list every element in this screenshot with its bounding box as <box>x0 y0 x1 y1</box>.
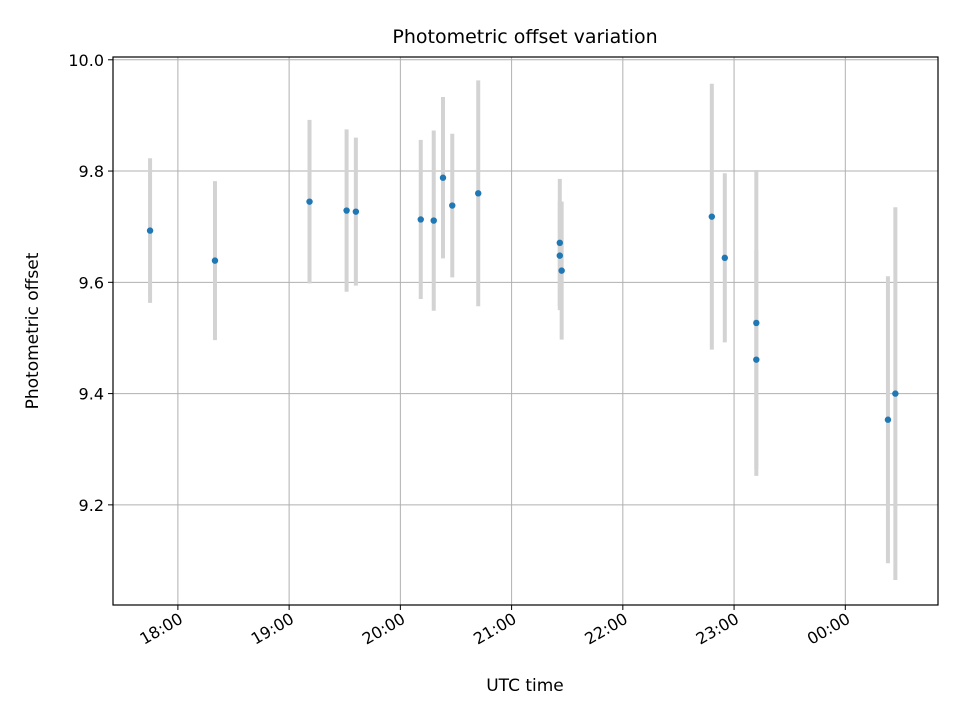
data-points <box>146 174 899 423</box>
data-point <box>556 252 563 259</box>
x-tick-label: 22:00 <box>581 609 630 649</box>
data-point <box>352 208 360 215</box>
y-tick-label: 10.0 <box>68 51 104 70</box>
x-axis-ticks: 18:00 19:00 20:00 21:00 22:00 23:00 00:00 <box>136 605 853 649</box>
data-point <box>430 217 437 224</box>
data-point <box>146 227 154 234</box>
data-point <box>558 267 565 274</box>
y-tick-label: 9.8 <box>79 162 104 181</box>
y-tick-label: 9.2 <box>79 496 104 515</box>
plot-frame <box>112 56 939 606</box>
x-tick-label: 18:00 <box>136 609 185 649</box>
grid <box>113 57 938 605</box>
data-point <box>753 319 760 327</box>
y-axis-label: Photometric offset <box>23 252 43 409</box>
y-tick-label: 9.4 <box>79 385 104 404</box>
data-point <box>475 190 482 197</box>
x-tick-label: 00:00 <box>804 609 853 649</box>
y-axis-ticks: 9.2 9.4 9.6 9.8 10.0 <box>68 51 113 515</box>
data-point <box>417 216 424 223</box>
data-point <box>343 207 350 214</box>
data-point <box>439 174 447 181</box>
chart-title: Photometric offset variation <box>392 26 657 48</box>
data-point <box>884 416 892 423</box>
x-tick-label: 21:00 <box>470 609 519 649</box>
data-point <box>753 356 760 363</box>
y-tick-label: 9.6 <box>79 273 104 292</box>
data-point <box>721 254 728 262</box>
data-point <box>708 213 716 220</box>
x-tick-label: 20:00 <box>359 609 408 649</box>
data-point <box>449 202 456 209</box>
data-point <box>892 390 899 397</box>
data-point <box>211 257 219 264</box>
x-tick-label: 23:00 <box>693 609 742 649</box>
x-tick-label: 19:00 <box>248 609 297 649</box>
data-point <box>306 198 313 205</box>
x-axis-label: UTC time <box>486 676 564 696</box>
data-point <box>556 239 563 247</box>
